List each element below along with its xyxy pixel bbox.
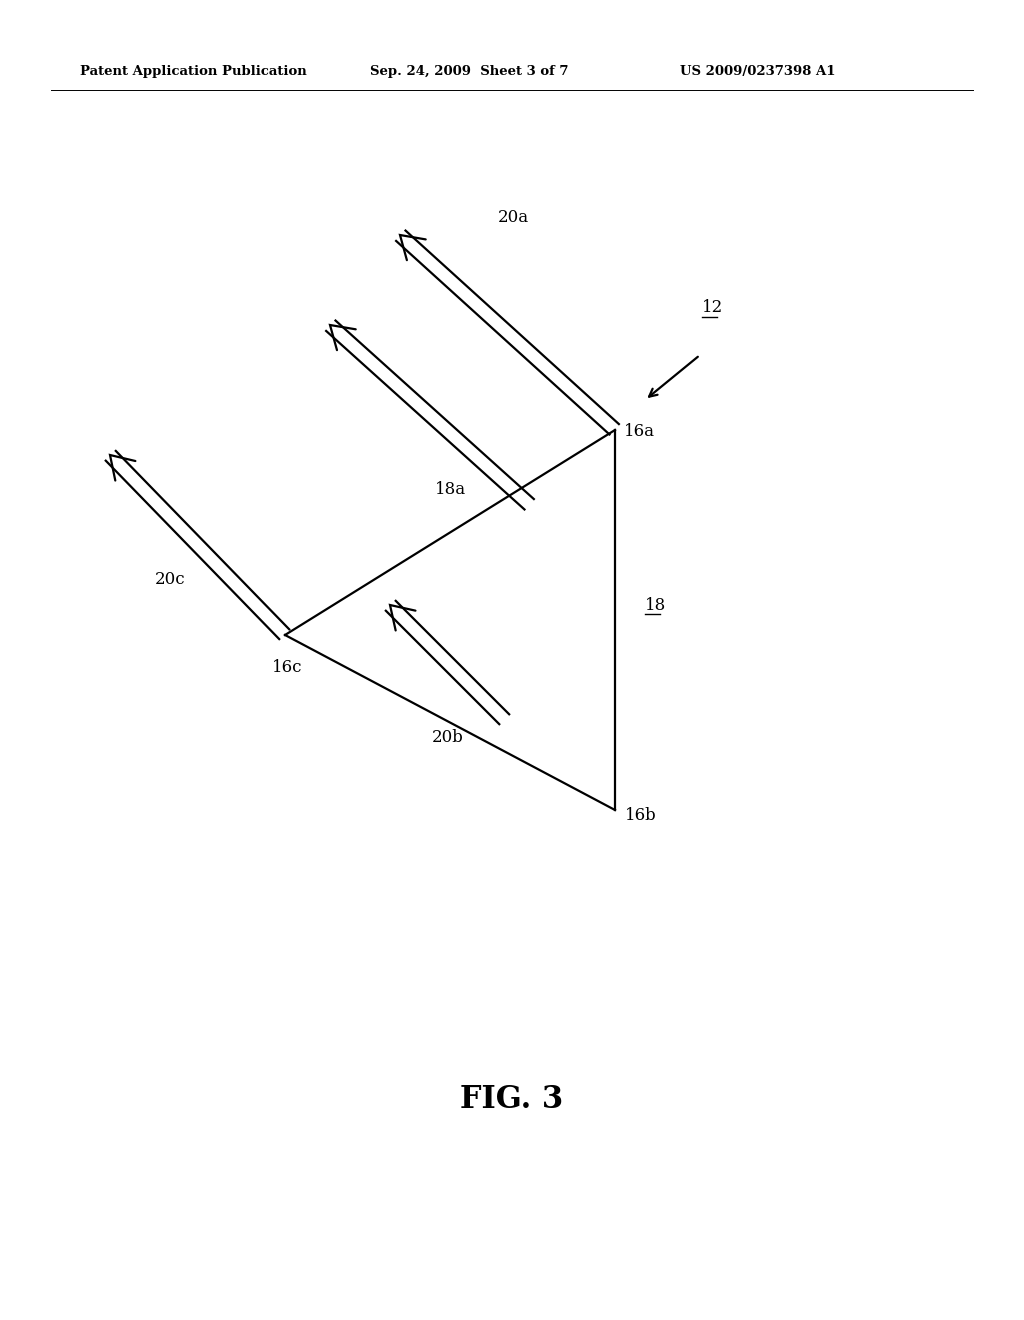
Text: Sep. 24, 2009  Sheet 3 of 7: Sep. 24, 2009 Sheet 3 of 7 [370, 66, 568, 78]
Text: US 2009/0237398 A1: US 2009/0237398 A1 [680, 66, 836, 78]
Text: 12: 12 [702, 300, 723, 317]
Text: 16c: 16c [272, 660, 302, 676]
Text: 16a: 16a [624, 424, 655, 441]
Text: 16b: 16b [625, 807, 656, 824]
Text: 20a: 20a [498, 210, 529, 227]
Text: 18: 18 [645, 597, 667, 614]
Text: 20b: 20b [432, 730, 464, 747]
Text: Patent Application Publication: Patent Application Publication [80, 66, 307, 78]
Text: FIG. 3: FIG. 3 [461, 1085, 563, 1115]
Text: 20c: 20c [155, 572, 185, 589]
Text: 18a: 18a [435, 482, 466, 499]
